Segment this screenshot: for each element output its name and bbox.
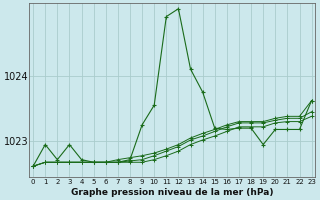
X-axis label: Graphe pression niveau de la mer (hPa): Graphe pression niveau de la mer (hPa) — [71, 188, 274, 197]
